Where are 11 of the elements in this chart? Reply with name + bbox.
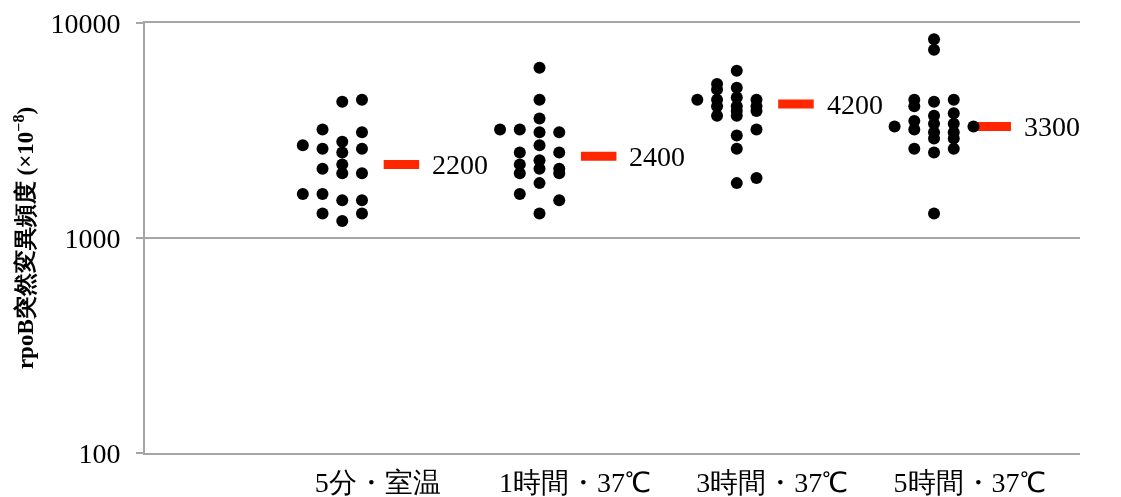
y-tick-label: 1000 <box>64 222 121 254</box>
x-tick-label: 3時間・37℃ <box>696 466 849 497</box>
x-tick-label: 1時間・37℃ <box>499 466 652 497</box>
y-tick-label: 100 <box>78 437 121 469</box>
x-tick-label: 5時間・37℃ <box>893 466 1046 497</box>
annotation: 2200 <box>432 149 488 180</box>
annotation: 2400 <box>629 141 685 172</box>
x-tick-label: 5分・室温 <box>314 466 441 497</box>
annotation: 4200 <box>827 89 883 120</box>
annotation: 3300 <box>1024 111 1080 142</box>
y-tick-label: 10000 <box>50 7 121 39</box>
